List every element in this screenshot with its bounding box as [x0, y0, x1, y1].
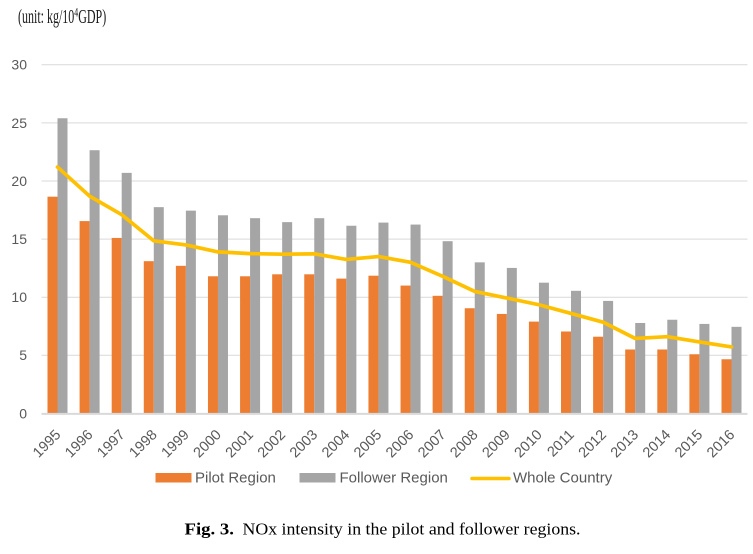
svg-text:30: 30 [11, 57, 27, 73]
svg-text:(unit: kg/104GDP): (unit: kg/104GDP) [18, 5, 106, 28]
svg-text:NOx intensity in the pilot and: NOx intensity in the pilot and follower … [243, 520, 581, 539]
svg-text:25: 25 [11, 115, 27, 131]
svg-text:Pilot Region: Pilot Region [195, 470, 276, 487]
svg-text:20: 20 [11, 173, 27, 189]
svg-text:10: 10 [11, 289, 27, 305]
svg-text:15: 15 [11, 231, 27, 247]
svg-text:0: 0 [19, 405, 27, 421]
svg-text:Fig. 3.: Fig. 3. [185, 520, 235, 539]
svg-text:5: 5 [19, 347, 27, 363]
svg-text:Follower Region: Follower Region [340, 470, 448, 487]
svg-text:Whole Country: Whole Country [513, 470, 613, 487]
